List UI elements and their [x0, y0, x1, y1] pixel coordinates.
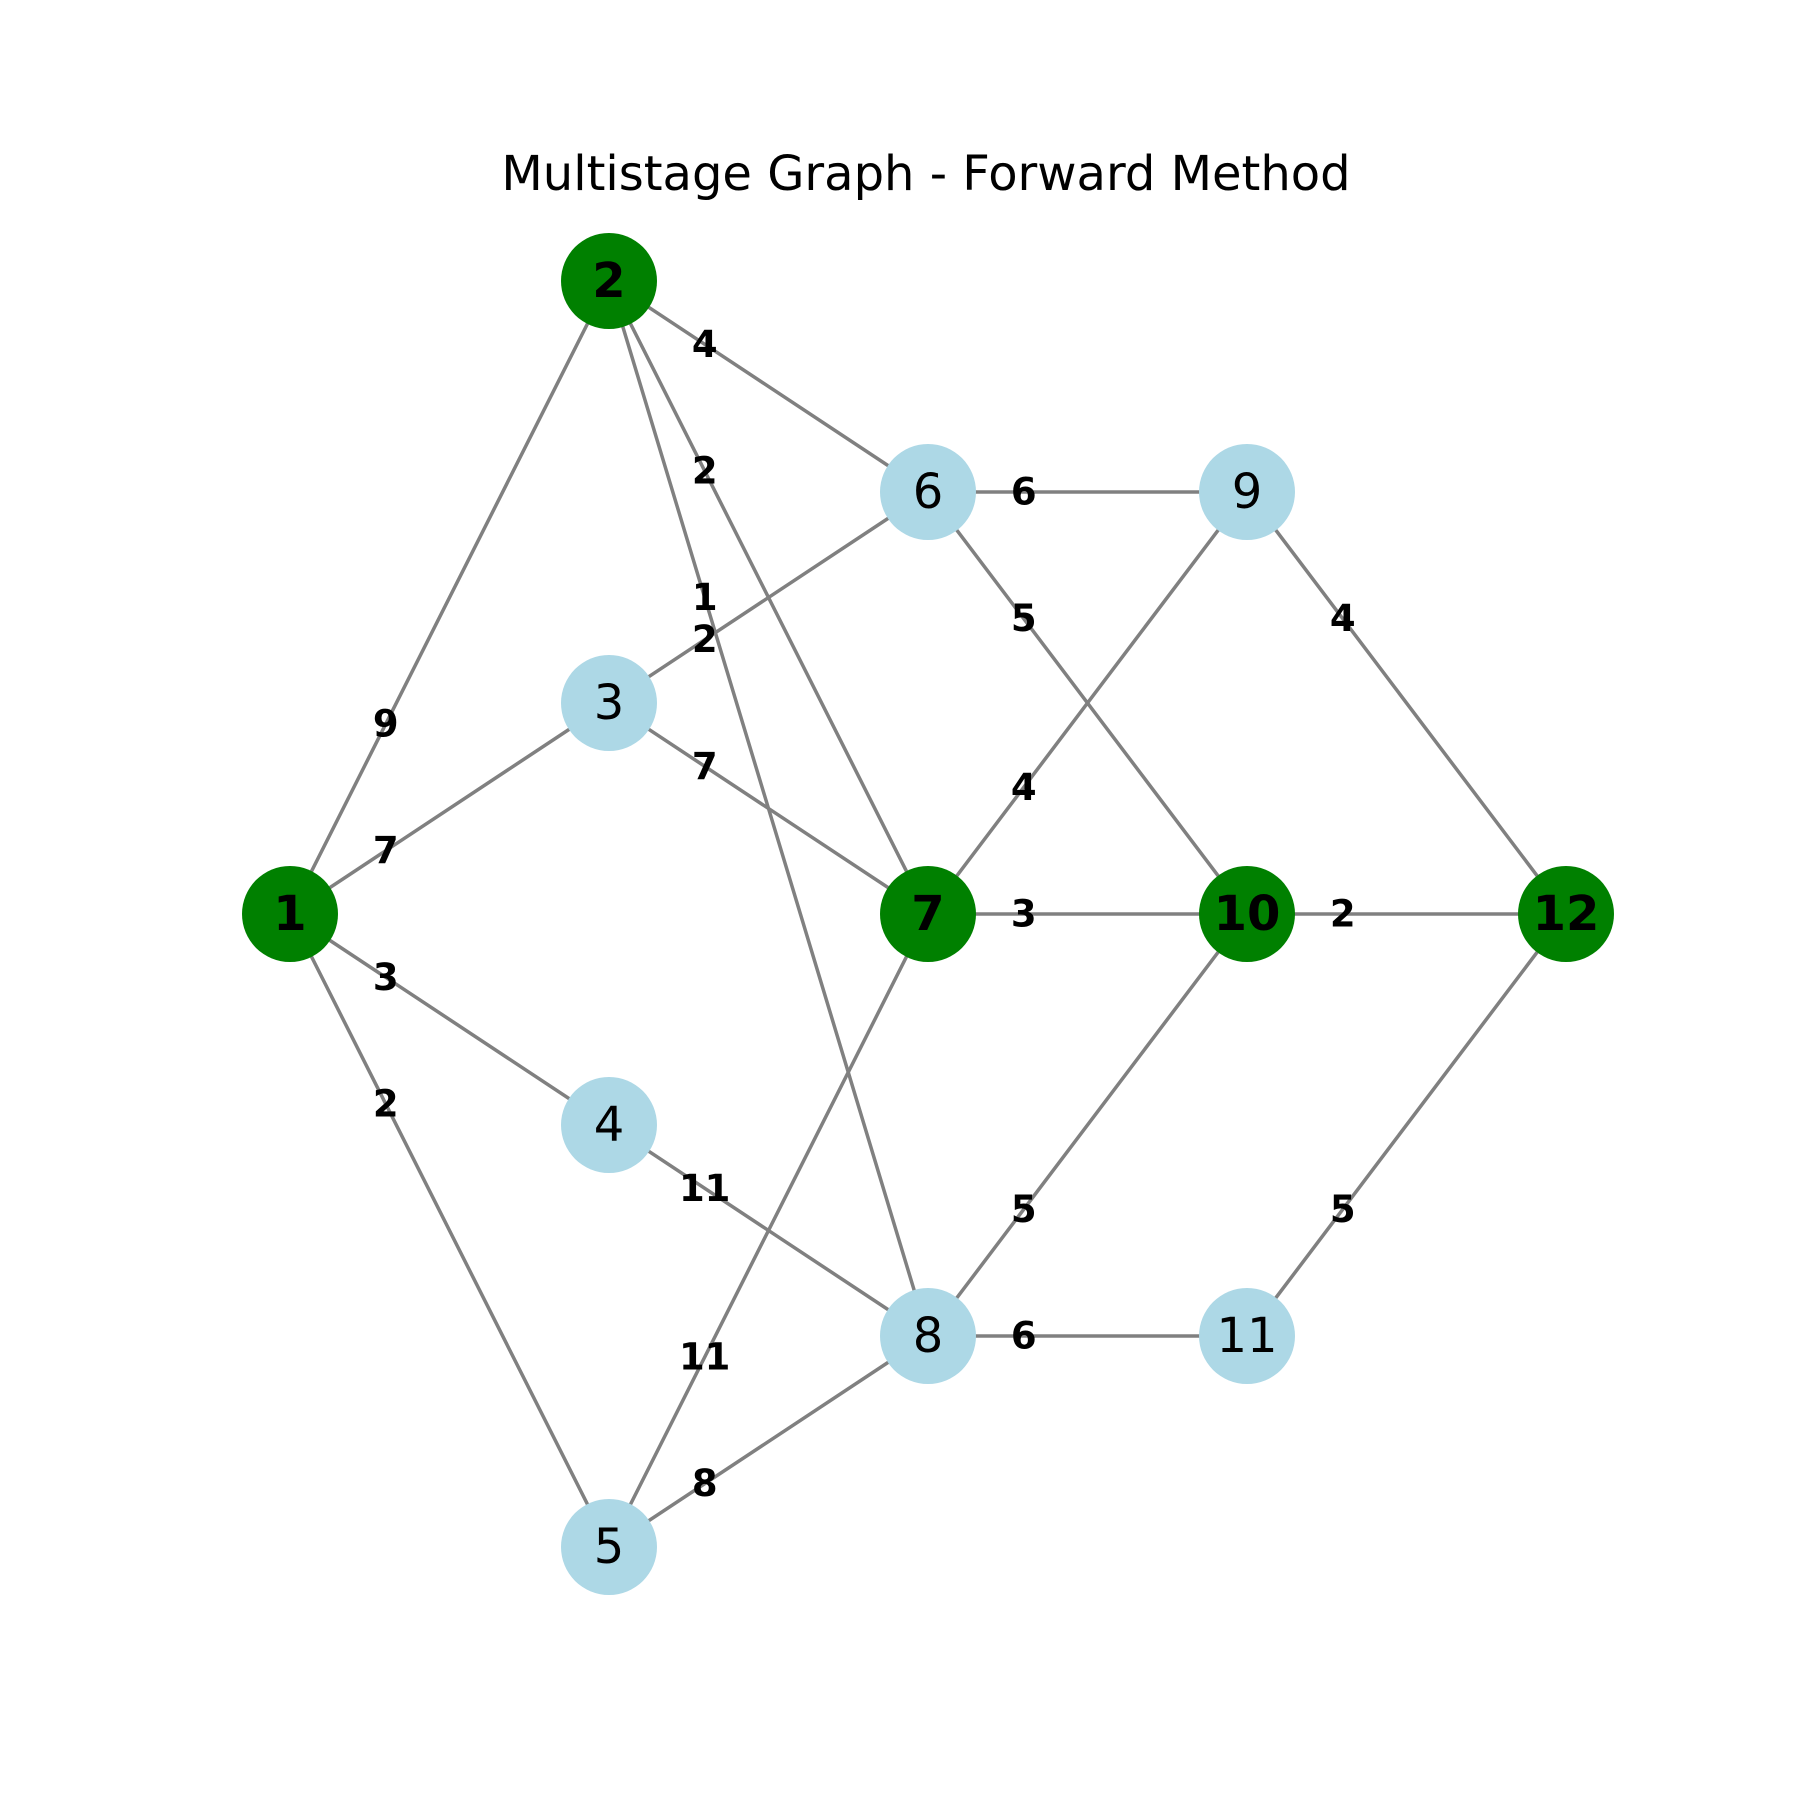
node-circle — [1199, 444, 1295, 540]
node-label: 7 — [911, 886, 944, 942]
node-11: 11 — [1199, 1288, 1295, 1384]
edge-weight-label: 9 — [373, 703, 399, 746]
node-circle — [561, 1499, 657, 1595]
node-label: 6 — [913, 464, 944, 520]
path-node-circle — [880, 866, 976, 962]
edge-1-2 — [288, 279, 611, 916]
edge-2-6 — [607, 279, 930, 494]
node-9: 9 — [1199, 444, 1295, 540]
node-label: 1 — [273, 886, 306, 942]
edge-3-6 — [607, 490, 930, 705]
edge-weight-label: 2 — [373, 1082, 399, 1125]
node-5: 5 — [561, 1499, 657, 1595]
path-node-circle — [1518, 866, 1614, 962]
node-circle — [1199, 1288, 1295, 1384]
edge-1-4 — [288, 912, 611, 1127]
node-label: 12 — [1533, 886, 1600, 942]
edge-weight-label: 11 — [679, 1167, 731, 1210]
edge-8-10 — [926, 912, 1249, 1338]
edge-weight-label: 4 — [1011, 766, 1037, 809]
edge-weight-label: 2 — [692, 449, 718, 492]
edge-3-7 — [607, 701, 930, 916]
edge-5-8 — [607, 1334, 930, 1549]
node-label: 11 — [1216, 1308, 1277, 1364]
edges-layer — [288, 279, 1568, 1549]
node-10: 10 — [1199, 866, 1295, 962]
node-circle — [880, 1288, 976, 1384]
edge-weight-label: 5 — [1011, 597, 1037, 640]
edge-weight-label: 11 — [679, 1336, 731, 1379]
edge-weight-label: 8 — [692, 1462, 718, 1505]
node-label: 3 — [594, 675, 625, 731]
graph-title: Multistage Graph - Forward Method — [501, 146, 1351, 202]
node-circle — [561, 655, 657, 751]
edge-weight-label: 6 — [1011, 471, 1037, 514]
edge-weight-label: 3 — [1011, 893, 1037, 936]
path-node-circle — [1199, 866, 1295, 962]
node-label: 8 — [913, 1308, 944, 1364]
node-circle — [880, 444, 976, 540]
edge-weight-label: 4 — [692, 323, 718, 366]
edge-5-7 — [607, 912, 930, 1549]
edge-weight-label: 5 — [1011, 1188, 1037, 1231]
edge-weight-label: 2 — [1330, 893, 1356, 936]
node-12: 12 — [1518, 866, 1614, 962]
edge-weight-label: 4 — [1330, 597, 1356, 640]
path-node-circle — [561, 233, 657, 329]
edge-weight-label: 7 — [373, 829, 399, 872]
node-label: 2 — [592, 253, 625, 309]
edge-7-9 — [926, 490, 1249, 916]
node-circle — [561, 1077, 657, 1173]
edge-11-12 — [1245, 912, 1568, 1338]
path-node-circle — [242, 866, 338, 962]
node-7: 7 — [880, 866, 976, 962]
edge-weight-label: 1 — [692, 576, 718, 619]
edge-weight-label: 6 — [1011, 1315, 1037, 1358]
edge-weight-label: 7 — [692, 745, 718, 788]
edge-weight-label: 2 — [692, 618, 718, 661]
edge-1-3 — [288, 701, 611, 916]
node-label: 5 — [594, 1519, 625, 1575]
node-label: 10 — [1214, 886, 1281, 942]
node-2: 2 — [561, 233, 657, 329]
node-8: 8 — [880, 1288, 976, 1384]
node-4: 4 — [561, 1077, 657, 1173]
node-1: 1 — [242, 866, 338, 962]
node-3: 3 — [561, 655, 657, 751]
node-6: 6 — [880, 444, 976, 540]
node-label: 4 — [594, 1097, 625, 1153]
edge-1-5 — [288, 912, 611, 1549]
node-label: 9 — [1232, 464, 1263, 520]
edge-weight-label: 5 — [1330, 1188, 1356, 1231]
edge-9-12 — [1245, 490, 1568, 916]
edge-weight-label: 3 — [373, 956, 399, 999]
